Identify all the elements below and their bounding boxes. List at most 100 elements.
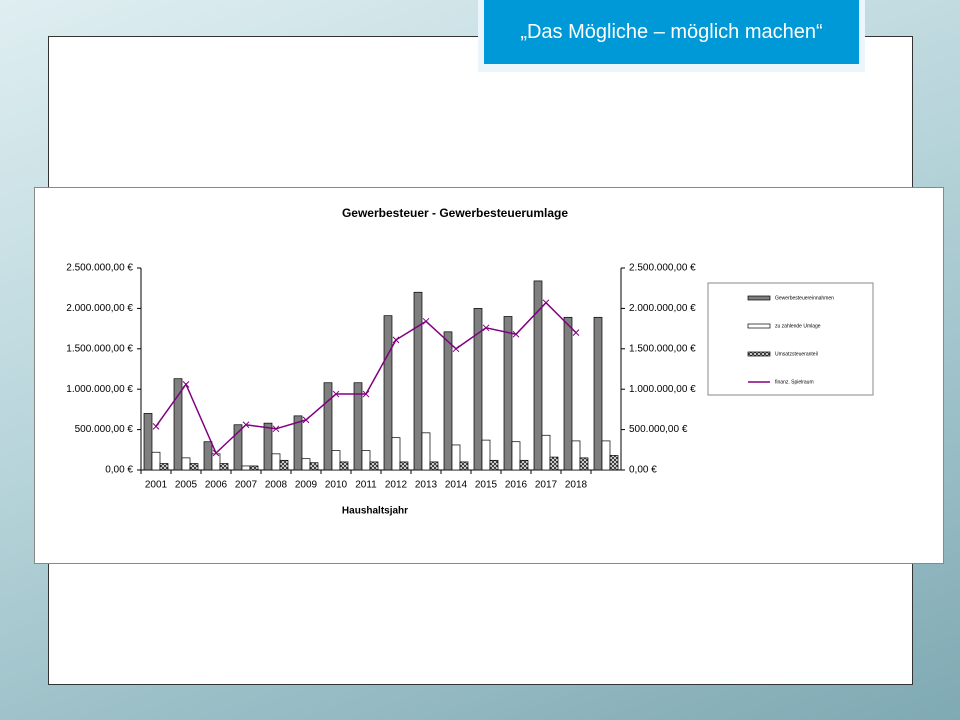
- bar: [203, 441, 213, 471]
- x-tick-label: 2012: [385, 480, 408, 491]
- legend-label: finanz. Spielraum: [775, 379, 814, 385]
- bar: [429, 461, 439, 471]
- header-title: „Das Mögliche – möglich machen“: [484, 0, 859, 64]
- line-marker: [272, 425, 280, 433]
- x-tick-label: 2009: [295, 480, 318, 491]
- x-tick-label: 2005: [175, 480, 198, 491]
- x-tick-label: 2008: [265, 480, 288, 491]
- x-tick-label: 2017: [535, 480, 558, 491]
- y-tick-label: 2.000.000,00 €: [66, 303, 133, 314]
- bar: [143, 413, 153, 471]
- bar: [593, 316, 603, 471]
- chart-title: Gewerbesteuer - Gewerbesteuerumlage: [342, 206, 568, 220]
- bar: [361, 450, 371, 471]
- bar: [511, 441, 521, 471]
- line-marker: [452, 345, 460, 353]
- bar: [233, 424, 243, 471]
- y-tick-label: 500.000,00 €: [75, 424, 134, 435]
- x-axis-label: Haushaltsjahr: [342, 506, 408, 517]
- y-tick-label: 1.500.000,00 €: [66, 343, 133, 354]
- line-marker: [482, 324, 490, 332]
- x-tick-label: 2016: [505, 480, 528, 491]
- bar: [263, 422, 273, 471]
- y2-tick-label: 500.000,00 €: [629, 424, 688, 435]
- line-marker: [392, 336, 400, 344]
- y-tick-label: 1.000.000,00 €: [66, 384, 133, 395]
- bar: [189, 463, 199, 471]
- header: „Das Mögliche – möglich machen“: [478, 0, 865, 72]
- y2-tick-label: 2.000.000,00 €: [629, 303, 696, 314]
- bar: [601, 440, 611, 471]
- bar: [421, 432, 431, 471]
- line-marker: [512, 330, 520, 338]
- bar: [503, 316, 513, 471]
- bar: [459, 461, 469, 471]
- legend-box: [707, 282, 874, 396]
- chart-box: Gewerbesteuer - Gewerbesteuerumlage Haus…: [34, 187, 944, 564]
- line-series: [155, 301, 577, 455]
- y2-tick-label: 0,00 €: [629, 465, 657, 476]
- bar: [151, 451, 161, 471]
- y2-tick-label: 2.500.000,00 €: [629, 263, 696, 274]
- bar: [563, 316, 573, 471]
- legend-label: zu zahlende Umlage: [775, 323, 821, 329]
- bar: [489, 459, 499, 471]
- bar: [541, 434, 551, 471]
- legend-label: Umsatzsteueranteil: [775, 351, 818, 357]
- legend-swatch: [747, 351, 771, 357]
- bar: [323, 382, 333, 471]
- x-tick-label: 2011: [355, 480, 377, 491]
- line-marker: [542, 299, 550, 307]
- line-marker: [422, 317, 430, 325]
- bar: [571, 440, 581, 471]
- bar: [383, 315, 393, 471]
- bar: [451, 444, 461, 471]
- bar: [279, 459, 289, 471]
- bar: [331, 450, 341, 471]
- bar: [211, 453, 221, 471]
- bar: [241, 465, 251, 471]
- bar: [391, 437, 401, 471]
- line-marker: [182, 380, 190, 388]
- line-marker: [242, 421, 250, 429]
- legend-swatch: [747, 323, 771, 329]
- bar: [301, 458, 311, 471]
- bar: [173, 378, 183, 471]
- bar: [481, 439, 491, 471]
- legend-swatch: [747, 295, 771, 301]
- bar: [181, 457, 191, 471]
- x-tick-label: 2014: [445, 480, 468, 491]
- bar: [159, 463, 169, 471]
- line-marker: [362, 390, 370, 398]
- x-tick-label: 2010: [325, 480, 348, 491]
- bar: [369, 461, 379, 471]
- y2-tick-label: 1.000.000,00 €: [629, 384, 696, 395]
- x-tick-label: 2001: [145, 480, 168, 491]
- legend-label: Gewerbesteuereinnahmen: [775, 295, 834, 301]
- bar: [549, 456, 559, 471]
- bar: [609, 455, 619, 471]
- chart: Gewerbesteuer - Gewerbesteuerumlage Haus…: [66, 206, 874, 517]
- x-tick-label: 2007: [235, 480, 258, 491]
- bar: [309, 462, 319, 471]
- y2-tick-label: 1.500.000,00 €: [629, 343, 696, 354]
- bar: [473, 308, 483, 471]
- x-tick-label: 2015: [475, 480, 498, 491]
- bar: [413, 291, 423, 471]
- bar: [219, 463, 229, 471]
- line-marker: [332, 390, 340, 398]
- bar: [353, 382, 363, 471]
- line-marker: [572, 329, 580, 336]
- y-tick-label: 2.500.000,00 €: [66, 263, 133, 274]
- bar: [519, 459, 529, 471]
- x-tick-label: 2018: [565, 480, 588, 491]
- x-tick-label: 2013: [415, 480, 438, 491]
- bar: [399, 461, 409, 471]
- x-tick-label: 2006: [205, 480, 228, 491]
- bar: [293, 415, 303, 471]
- bar: [579, 457, 589, 471]
- line-marker: [212, 449, 220, 457]
- line-marker: [302, 416, 310, 424]
- y-tick-label: 0,00 €: [105, 465, 133, 476]
